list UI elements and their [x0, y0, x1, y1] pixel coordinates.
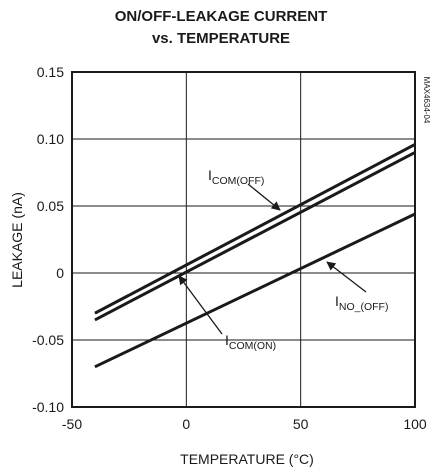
series-label-1: ICOM(ON) — [225, 332, 276, 352]
x-tick-label: 0 — [182, 416, 190, 432]
y-axis-label: LEAKAGE (nA) — [9, 192, 25, 288]
y-tick-labels: 0.15 0.10 0.05 0 -0.05 -0.10 — [32, 64, 64, 415]
plot-frame — [71, 71, 416, 408]
series-line-0 — [94, 143, 416, 315]
x-tick-label: 100 — [403, 416, 427, 432]
y-tick-label: 0 — [56, 265, 64, 281]
series-line-2 — [94, 212, 416, 369]
series-lines — [94, 143, 416, 369]
series-label-0: ICOM(OFF) — [208, 167, 264, 187]
x-axis-label: TEMPERATURE (°C) — [180, 451, 314, 467]
y-tick-label: 0.15 — [37, 64, 64, 80]
series-label-2: INO_(OFF) — [335, 293, 388, 313]
x-tick-label: 50 — [293, 416, 309, 432]
x-tick-labels: -50 0 50 100 — [62, 416, 427, 432]
series-pointer-0 — [247, 183, 281, 211]
y-tick-label: -0.05 — [32, 332, 64, 348]
series-pointer-1 — [178, 275, 223, 335]
chart-title-line-1: ON/OFF-LEAKAGE CURRENT — [115, 8, 328, 25]
chart-title-line-2: vs. TEMPERATURE — [152, 30, 290, 47]
series-pointer-2 — [326, 261, 367, 293]
series-line-1 — [94, 151, 416, 322]
part-number: MAX4634-04 — [422, 77, 431, 124]
grid-lines — [72, 72, 415, 407]
x-tick-label: -50 — [62, 416, 82, 432]
y-tick-label: 0.05 — [37, 198, 64, 214]
y-tick-label: -0.10 — [32, 399, 64, 415]
y-tick-label: 0.10 — [37, 131, 64, 147]
